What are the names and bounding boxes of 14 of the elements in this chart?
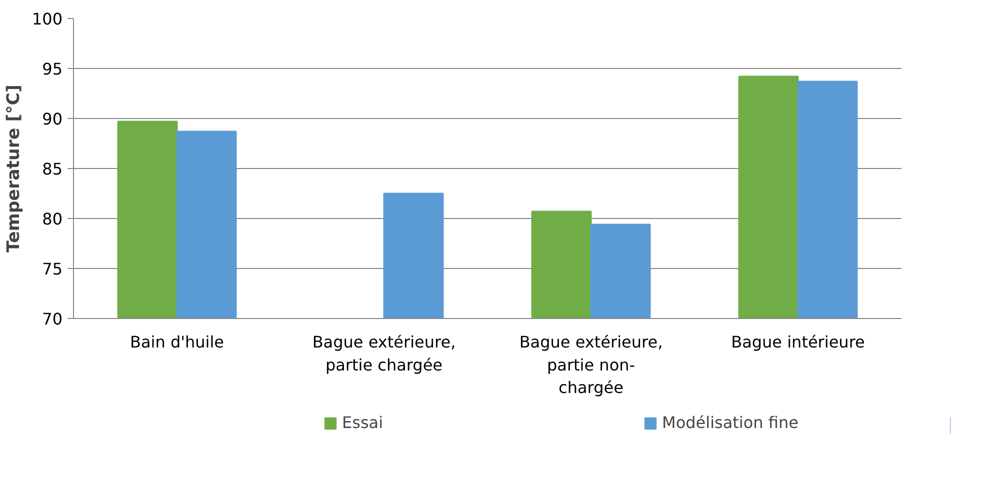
x-tick-label: Bague extérieure, partie non-chargée [519,332,663,398]
y-tick-label: 70 [42,310,62,328]
y-tick-label: 80 [42,210,62,228]
y-tick-label: 85 [42,160,62,178]
y-tick-label: 75 [42,260,62,278]
legend-label: Modélisation fine [662,413,798,432]
legend-label: Essai [342,413,384,432]
y-axis-title: Temperature [°C] [4,84,24,252]
y-tick-label: 90 [42,110,62,128]
y-tick-label: 95 [42,60,62,78]
x-tick-label: Bague extérieure, partie chargée [312,332,456,374]
y-tick-label: 100 [32,10,63,28]
x-tick-label: Bague intérieure [731,332,865,352]
x-tick-label: Bain d'huile [130,332,224,352]
